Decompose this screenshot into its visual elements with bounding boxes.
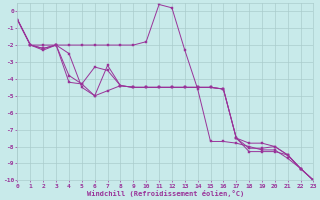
X-axis label: Windchill (Refroidissement éolien,°C): Windchill (Refroidissement éolien,°C) xyxy=(87,190,244,197)
